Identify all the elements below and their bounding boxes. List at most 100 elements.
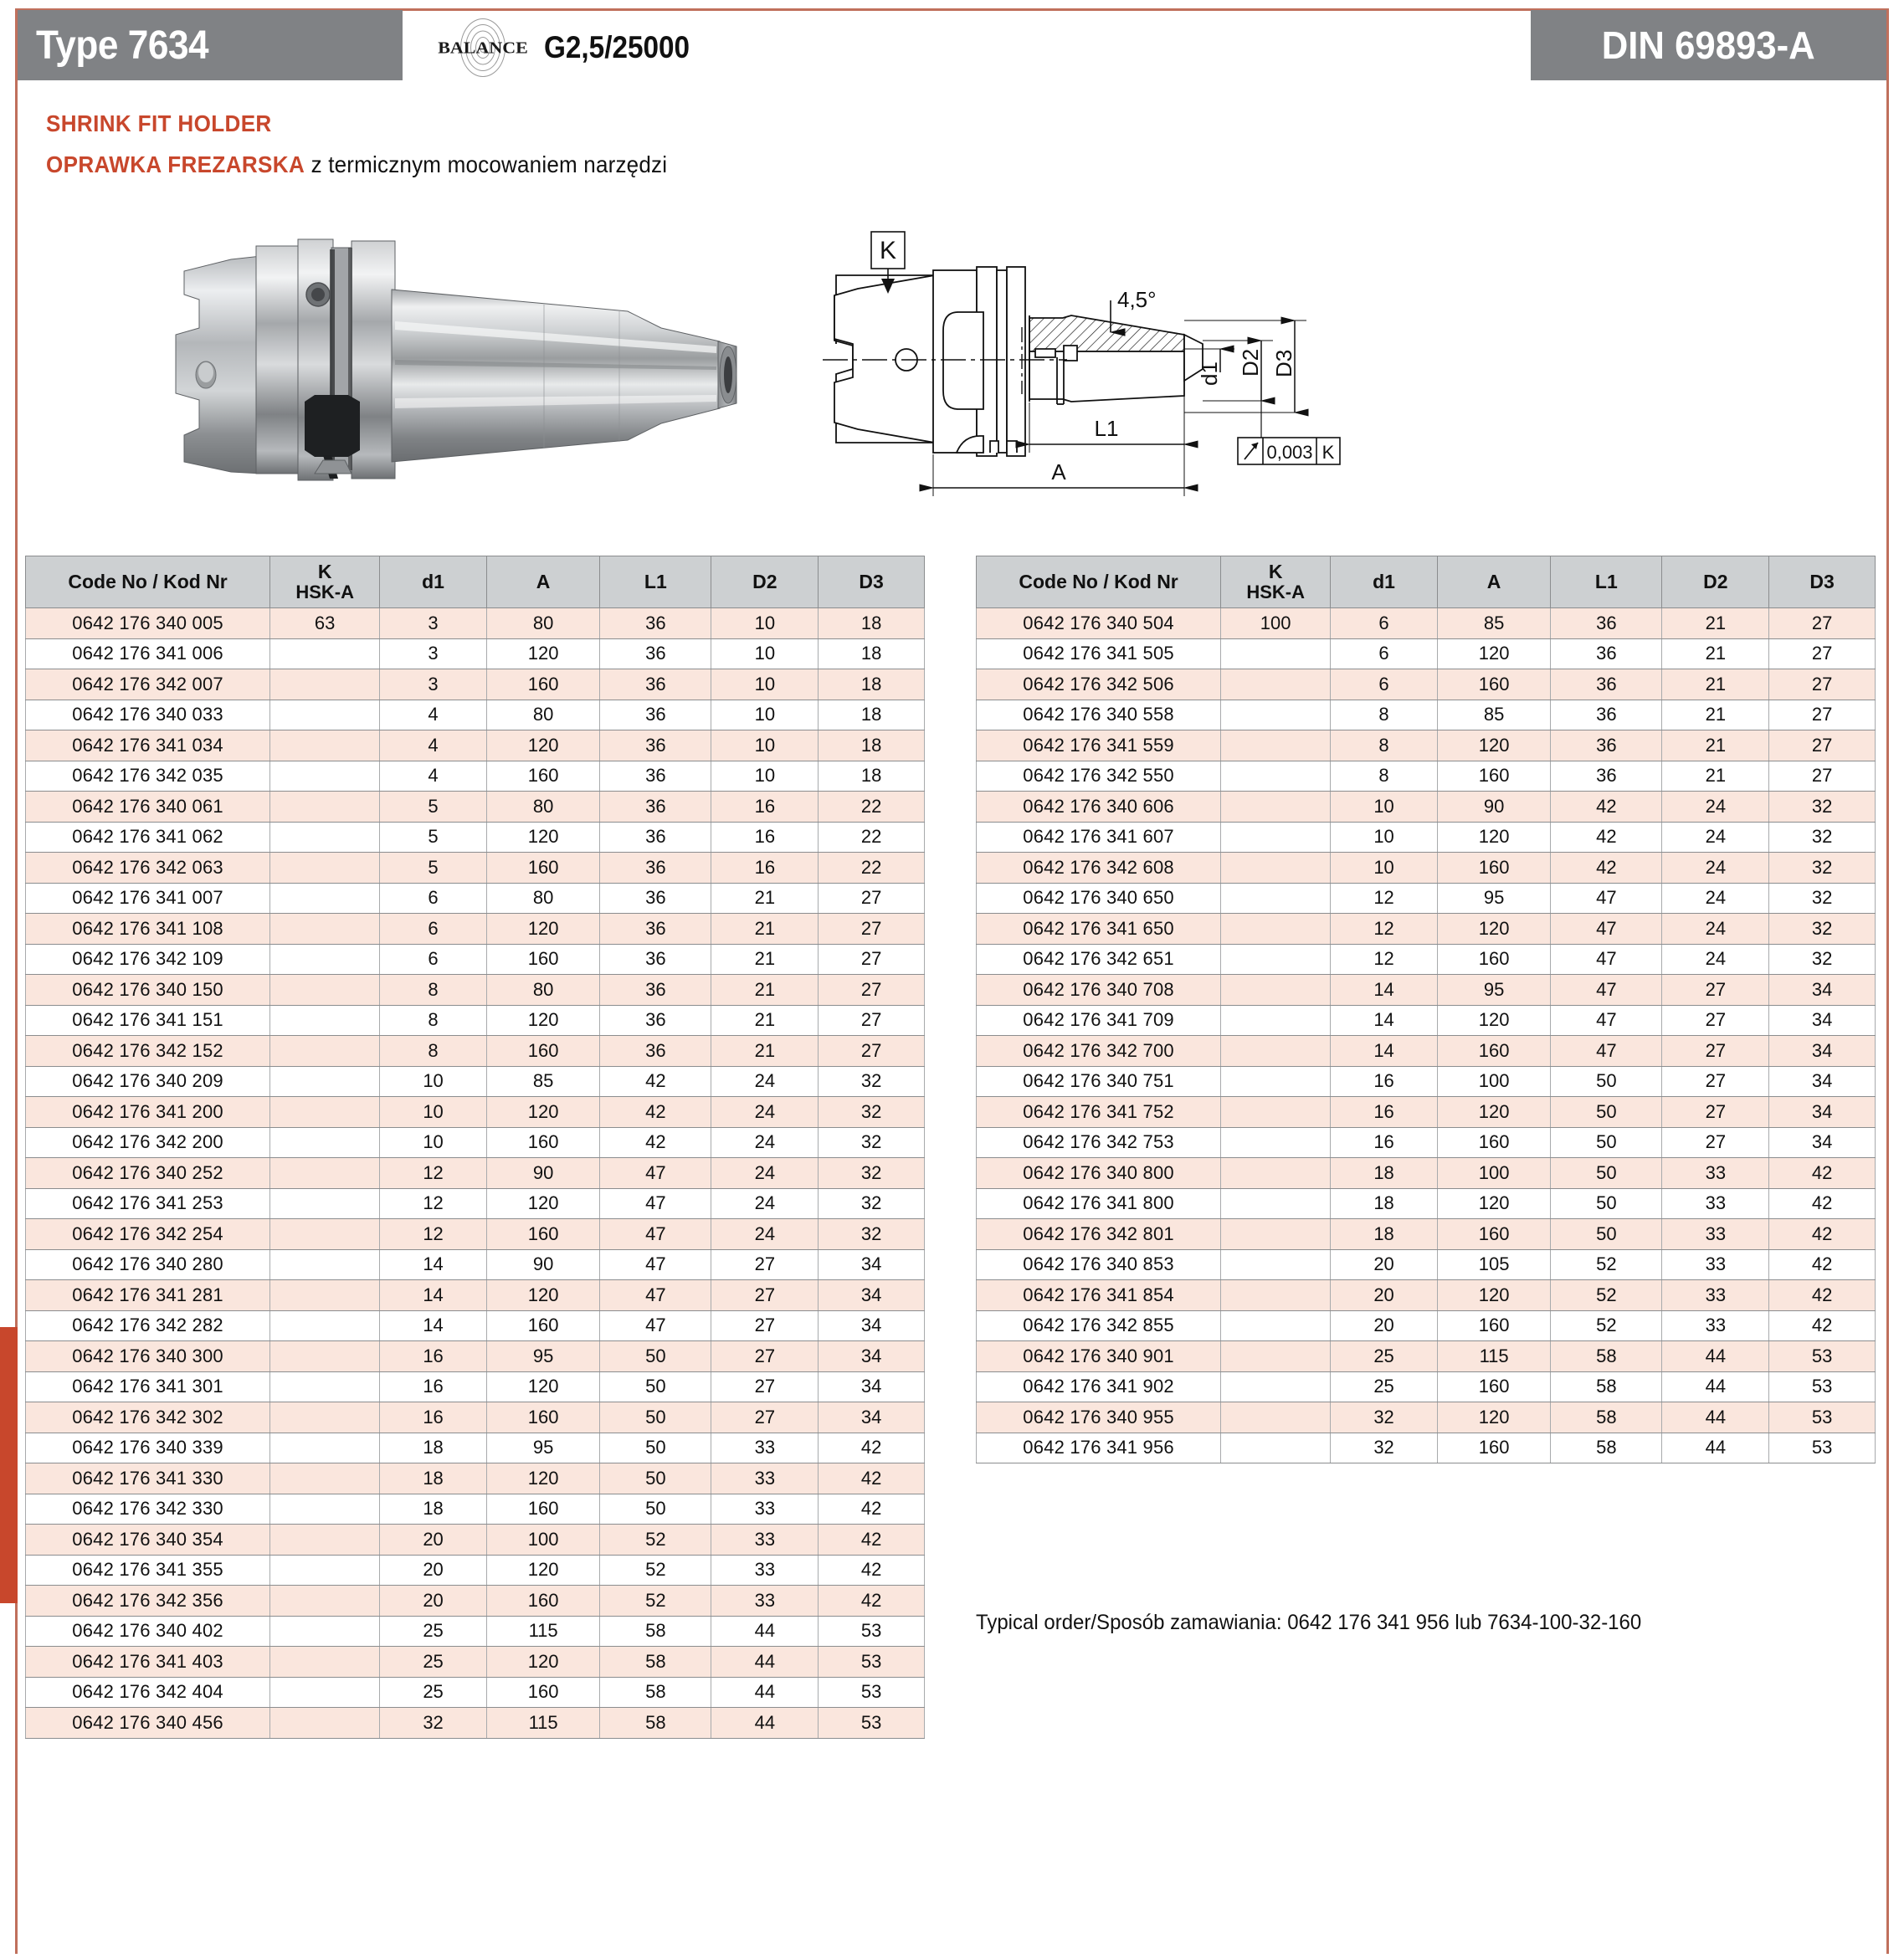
cell-d2: 24	[711, 1126, 819, 1158]
cell-code: 0642 176 341 956	[975, 1432, 1222, 1463]
table-row[interactable]: 0642 176 340 339 18 95 50 33 42	[24, 1432, 925, 1463]
cell-k	[1220, 1279, 1332, 1311]
table-row[interactable]: 0642 176 340 300 16 95 50 27 34	[24, 1340, 925, 1372]
cell-d3: 53	[1768, 1340, 1876, 1372]
table-row[interactable]: 0642 176 340 354 20 100 52 33 42	[24, 1524, 925, 1556]
table-row[interactable]: 0642 176 341 800 18 120 50 33 42	[975, 1187, 1876, 1219]
table-row[interactable]: 0642 176 341 007 6 80 36 21 27	[24, 882, 925, 914]
cell-d3: 18	[818, 760, 925, 792]
table-row[interactable]: 0642 176 341 559 8 120 36 21 27	[975, 730, 1876, 761]
table-row[interactable]: 0642 176 340 708 14 95 47 27 34	[975, 974, 1876, 1006]
table-row[interactable]: 0642 176 341 607 10 120 42 24 32	[975, 821, 1876, 853]
cell-l1: 52	[599, 1585, 712, 1617]
table-row[interactable]: 0642 176 340 558 8 85 36 21 27	[975, 699, 1876, 730]
table-row[interactable]: 0642 176 340 751 16 100 50 27 34	[975, 1065, 1876, 1097]
table-row[interactable]: 0642 176 340 955 32 120 58 44 53	[975, 1402, 1876, 1433]
table-row[interactable]: 0642 176 342 356 20 160 52 33 42	[24, 1585, 925, 1617]
cell-a: 120	[1436, 1402, 1552, 1433]
table-row[interactable]: 0642 176 340 005 63 3 80 36 10 18	[24, 607, 925, 639]
table-row[interactable]: 0642 176 342 254 12 160 47 24 32	[24, 1218, 925, 1250]
table-row[interactable]: 0642 176 341 151 8 120 36 21 27	[24, 1004, 925, 1036]
table-row[interactable]: 0642 176 341 854 20 120 52 33 42	[975, 1279, 1876, 1311]
cell-d1: 12	[1330, 882, 1438, 914]
cell-k	[269, 1187, 381, 1219]
table-row[interactable]: 0642 176 341 253 12 120 47 24 32	[24, 1187, 925, 1219]
table-row[interactable]: 0642 176 340 504 100 6 85 36 21 27	[975, 607, 1876, 639]
table-row[interactable]: 0642 176 342 330 18 160 50 33 42	[24, 1493, 925, 1525]
table-row[interactable]: 0642 176 340 853 20 105 52 33 42	[975, 1248, 1876, 1280]
table-row[interactable]: 0642 176 342 200 10 160 42 24 32	[24, 1126, 925, 1158]
table-row[interactable]: 0642 176 341 505 6 120 36 21 27	[975, 638, 1876, 669]
table-row[interactable]: 0642 176 340 901 25 115 58 44 53	[975, 1340, 1876, 1372]
table-row[interactable]: 0642 176 341 062 5 120 36 16 22	[24, 821, 925, 853]
cell-k	[1220, 1218, 1332, 1250]
cell-d2: 21	[711, 1035, 819, 1067]
table-row[interactable]: 0642 176 340 209 10 85 42 24 32	[24, 1065, 925, 1097]
table-row[interactable]: 0642 176 341 006 3 120 36 10 18	[24, 638, 925, 669]
table-row[interactable]: 0642 176 341 108 6 120 36 21 27	[24, 913, 925, 945]
table-row[interactable]: 0642 176 341 034 4 120 36 10 18	[24, 730, 925, 761]
cell-d3: 32	[818, 1157, 925, 1189]
table-row[interactable]: 0642 176 342 109 6 160 36 21 27	[24, 943, 925, 975]
table-row[interactable]: 0642 176 342 007 3 160 36 10 18	[24, 669, 925, 700]
table-row[interactable]: 0642 176 342 506 6 160 36 21 27	[975, 669, 1876, 700]
cell-d1: 10	[1330, 821, 1438, 853]
table-row[interactable]: 0642 176 340 061 5 80 36 16 22	[24, 791, 925, 823]
table-row[interactable]: 0642 176 341 200 10 120 42 24 32	[24, 1096, 925, 1128]
cell-d2: 10	[711, 730, 819, 761]
table-row[interactable]: 0642 176 340 280 14 90 47 27 34	[24, 1248, 925, 1280]
cell-code: 0642 176 340 005	[24, 607, 271, 639]
cell-code: 0642 176 341 281	[24, 1279, 271, 1311]
table-row[interactable]: 0642 176 342 855 20 160 52 33 42	[975, 1310, 1876, 1341]
table-row[interactable]: 0642 176 342 753 16 160 50 27 34	[975, 1126, 1876, 1158]
cell-d1: 25	[379, 1646, 487, 1678]
cell-a: 120	[485, 821, 601, 853]
dim-d1-label: d1	[1197, 361, 1222, 386]
cell-l1: 36	[599, 669, 712, 700]
balance-rings-icon: BALANCE	[429, 18, 537, 77]
cell-l1: 50	[1550, 1065, 1663, 1097]
table-row[interactable]: 0642 176 340 033 4 80 36 10 18	[24, 699, 925, 730]
cell-code: 0642 176 340 209	[24, 1065, 271, 1097]
table-row[interactable]: 0642 176 341 956 32 160 58 44 53	[975, 1432, 1876, 1463]
cell-d3: 53	[1768, 1432, 1876, 1463]
table-row[interactable]: 0642 176 341 281 14 120 47 27 34	[24, 1279, 925, 1311]
table-row[interactable]: 0642 176 341 403 25 120 58 44 53	[24, 1646, 925, 1678]
table-row[interactable]: 0642 176 342 282 14 160 47 27 34	[24, 1310, 925, 1341]
cell-d2: 21	[1661, 607, 1770, 639]
cell-k	[269, 1340, 381, 1372]
table-row[interactable]: 0642 176 341 355 20 120 52 33 42	[24, 1554, 925, 1586]
table-row[interactable]: 0642 176 342 550 8 160 36 21 27	[975, 760, 1876, 792]
cell-k	[1220, 1248, 1332, 1280]
cell-code: 0642 176 342 330	[24, 1493, 271, 1525]
table-row[interactable]: 0642 176 342 700 14 160 47 27 34	[975, 1035, 1876, 1067]
cell-a: 80	[485, 882, 601, 914]
col-header-d2: D2	[711, 556, 819, 608]
table-row[interactable]: 0642 176 342 801 18 160 50 33 42	[975, 1218, 1876, 1250]
table-row[interactable]: 0642 176 342 302 16 160 50 27 34	[24, 1402, 925, 1433]
table-row[interactable]: 0642 176 341 902 25 160 58 44 53	[975, 1371, 1876, 1402]
table-row[interactable]: 0642 176 342 608 10 160 42 24 32	[975, 852, 1876, 884]
table-row[interactable]: 0642 176 342 035 4 160 36 10 18	[24, 760, 925, 792]
table-row[interactable]: 0642 176 341 330 18 120 50 33 42	[24, 1463, 925, 1494]
table-row[interactable]: 0642 176 342 404 25 160 58 44 53	[24, 1676, 925, 1708]
cell-d2: 24	[1661, 943, 1770, 975]
table-row[interactable]: 0642 176 342 063 5 160 36 16 22	[24, 852, 925, 884]
table-row[interactable]: 0642 176 340 252 12 90 47 24 32	[24, 1157, 925, 1189]
table-row[interactable]: 0642 176 340 606 10 90 42 24 32	[975, 791, 1876, 823]
cell-d2: 27	[711, 1340, 819, 1372]
table-row[interactable]: 0642 176 341 752 16 120 50 27 34	[975, 1096, 1876, 1128]
table-row[interactable]: 0642 176 341 301 16 120 50 27 34	[24, 1371, 925, 1402]
table-row[interactable]: 0642 176 342 152 8 160 36 21 27	[24, 1035, 925, 1067]
table-row[interactable]: 0642 176 340 800 18 100 50 33 42	[975, 1157, 1876, 1189]
table-row[interactable]: 0642 176 341 709 14 120 47 27 34	[975, 1004, 1876, 1036]
table-row[interactable]: 0642 176 341 650 12 120 47 24 32	[975, 913, 1876, 945]
table-row[interactable]: 0642 176 340 150 8 80 36 21 27	[24, 974, 925, 1006]
cell-k	[1220, 638, 1332, 669]
cell-code: 0642 176 340 033	[24, 699, 271, 730]
table-row[interactable]: 0642 176 340 402 25 115 58 44 53	[24, 1615, 925, 1647]
col-header-k: K HSK-A	[1220, 556, 1332, 608]
table-row[interactable]: 0642 176 340 456 32 115 58 44 53	[24, 1707, 925, 1739]
table-row[interactable]: 0642 176 340 650 12 95 47 24 32	[975, 882, 1876, 914]
table-row[interactable]: 0642 176 342 651 12 160 47 24 32	[975, 943, 1876, 975]
